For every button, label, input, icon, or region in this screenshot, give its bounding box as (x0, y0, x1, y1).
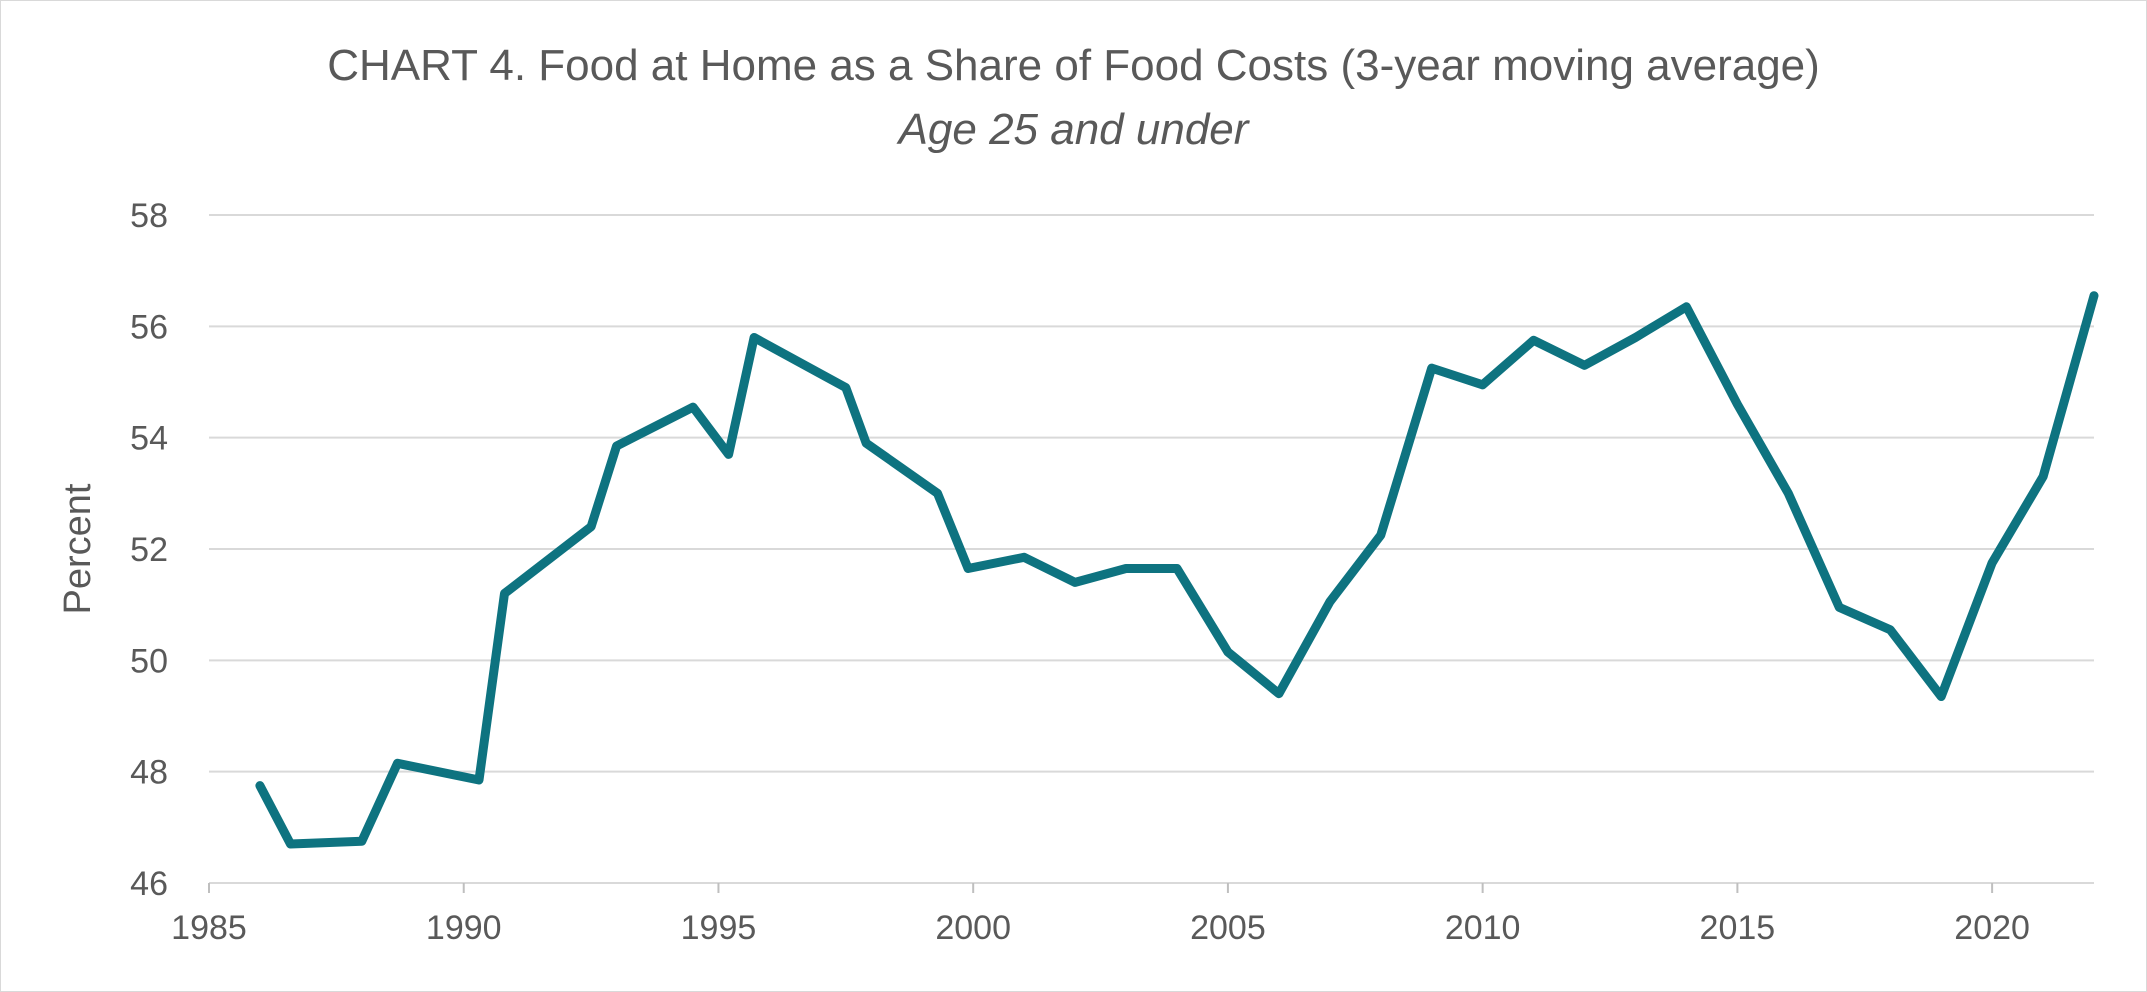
data-point (862, 439, 871, 448)
data-point (724, 450, 733, 459)
y-tick-label: 46 (130, 865, 168, 903)
x-tick-label: 1990 (426, 909, 502, 947)
data-point (1122, 564, 1131, 573)
x-tick-label: 1995 (681, 909, 757, 947)
data-point (964, 564, 973, 573)
data-point (393, 759, 402, 768)
y-tick-label: 58 (130, 197, 168, 235)
data-point (1020, 553, 1029, 562)
y-tick-label: 54 (130, 420, 168, 458)
data-point (1784, 489, 1793, 498)
data-point (587, 522, 596, 531)
data-point (2090, 291, 2098, 300)
data-point (1988, 558, 1997, 567)
y-tick-label: 56 (130, 308, 168, 346)
data-point (1325, 597, 1334, 606)
x-tick-label: 2000 (935, 909, 1011, 947)
gridlines (209, 214, 2094, 884)
data-point (688, 403, 697, 412)
series-group (255, 291, 2099, 849)
data-point (612, 442, 621, 451)
x-tick-label: 2015 (1700, 909, 1776, 947)
y-tick-label: 50 (130, 642, 168, 680)
data-point (1071, 578, 1080, 587)
data-point (933, 489, 942, 498)
data-point (1172, 564, 1181, 573)
data-point (841, 383, 850, 392)
data-point (1274, 689, 1283, 698)
x-tick-label: 2005 (1190, 909, 1266, 947)
x-tick-label: 2020 (1954, 909, 2030, 947)
data-point (1682, 302, 1691, 311)
data-point (286, 840, 295, 849)
data-point (750, 333, 759, 342)
chart-subtitle: Age 25 and under (898, 105, 1249, 154)
x-tick-label: 1985 (171, 909, 247, 947)
y-axis-title: Percent (57, 483, 99, 614)
data-point (255, 781, 264, 790)
data-point (1529, 336, 1538, 345)
data-point (1937, 692, 1946, 701)
data-point (1835, 603, 1844, 612)
data-point (1223, 647, 1232, 656)
data-point (2039, 472, 2048, 481)
data-point (1376, 531, 1385, 540)
data-point (1580, 361, 1589, 370)
data-point (1733, 400, 1742, 409)
y-tick-label: 52 (130, 531, 168, 569)
data-point (1427, 364, 1436, 373)
data-point (475, 776, 484, 785)
chart-title: CHART 4. Food at Home as a Share of Food… (327, 41, 1820, 90)
data-point (500, 589, 509, 598)
x-tick-label: 2010 (1445, 909, 1521, 947)
data-point (1478, 380, 1487, 389)
y-tick-label: 48 (130, 754, 168, 792)
data-point (1631, 333, 1640, 342)
data-point (1886, 625, 1895, 634)
x-axis-ticks: 1985 1990 1995 2000 2005 2010 2015 2020 (171, 883, 2030, 947)
data-point (357, 837, 366, 846)
y-axis-ticks: 46 48 50 52 54 56 58 (130, 197, 168, 903)
